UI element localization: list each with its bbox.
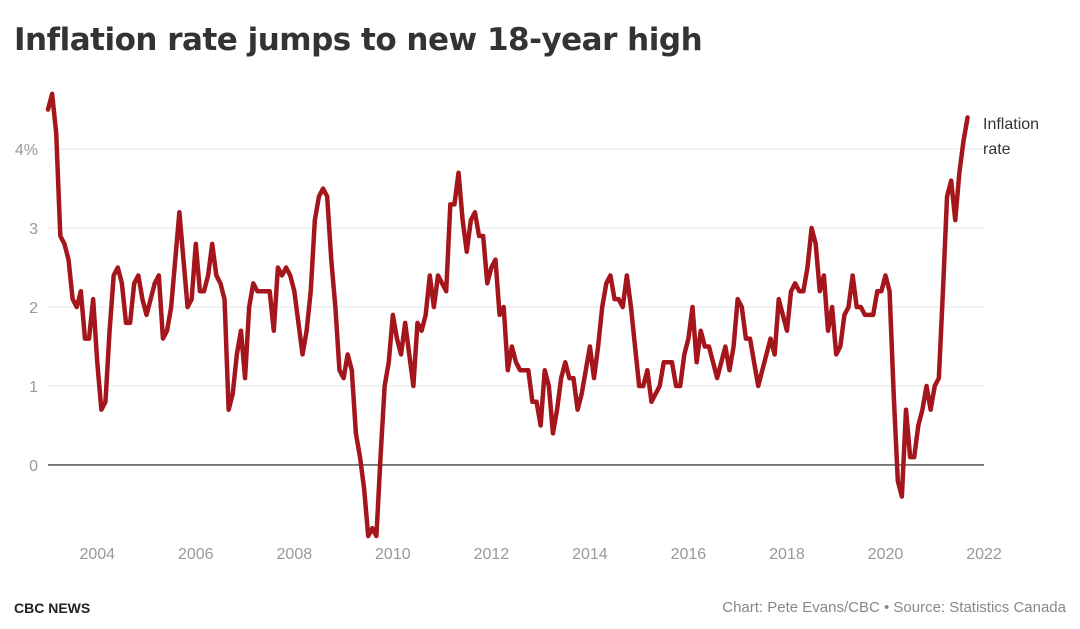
series-group — [45, 91, 970, 539]
x-tick-label-2008: 2008 — [277, 546, 313, 563]
legend-label-line-1: Inflation — [983, 116, 1039, 133]
x-tick-label-2006: 2006 — [178, 546, 214, 563]
y-tick-label-2: 2 — [29, 300, 38, 317]
gridlines — [48, 148, 984, 466]
x-axis-ticks: 2004 2006 2008 2010 2012 2014 2016 2018 2020 2022 — [79, 546, 1001, 563]
y-tick-label-0: 0 — [29, 458, 38, 475]
chart-source: Source: Statistics Canada — [893, 599, 1066, 616]
x-tick-label-2012: 2012 — [474, 546, 510, 563]
y-tick-label-1: 1 — [29, 379, 38, 396]
chart-title: Inflation rate jumps to new 18-year high — [14, 22, 703, 58]
y-axis-ticks: 0 1 2 3 4% — [15, 142, 38, 475]
x-tick-label-2004: 2004 — [79, 546, 115, 563]
chart-credits: Chart: Pete Evans/CBC • Source: Statisti… — [722, 599, 1066, 616]
x-tick-label-2022: 2022 — [966, 546, 1002, 563]
series-line-inflation-rate — [45, 91, 970, 539]
y-tick-label-4: 4% — [15, 142, 38, 159]
x-tick-label-2016: 2016 — [671, 546, 707, 563]
x-tick-label-2014: 2014 — [572, 546, 608, 563]
x-tick-label-2020: 2020 — [868, 546, 904, 563]
y-tick-label-3: 3 — [29, 221, 38, 238]
credit-separator: • — [879, 599, 894, 616]
legend-label-line-2: rate — [983, 141, 1011, 158]
brand-logo-text: CBC NEWS — [14, 600, 91, 616]
series-legend: Inflation rate — [983, 116, 1039, 158]
chart-credit: Chart: Pete Evans/CBC — [722, 599, 880, 616]
x-tick-label-2010: 2010 — [375, 546, 411, 563]
x-tick-label-2018: 2018 — [769, 546, 805, 563]
